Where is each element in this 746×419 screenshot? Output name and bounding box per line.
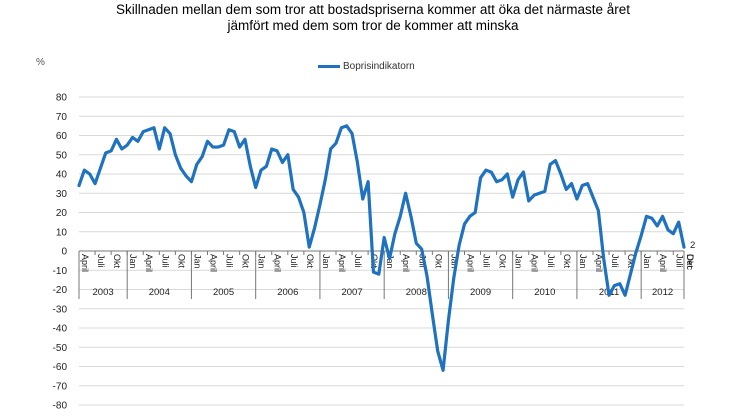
x-month-label: Jan [578, 254, 588, 269]
x-month-label: April [80, 254, 90, 272]
x-year-label: 2008 [406, 287, 427, 298]
y-tick-label: -30 [53, 304, 68, 315]
x-month-label: Jan [192, 254, 202, 269]
x-month-label: Juli [353, 254, 363, 268]
x-month-label: April [273, 254, 283, 272]
x-month-label: Okt [241, 254, 251, 269]
x-month-label: Jan [449, 254, 459, 269]
x-month-label: Juli [289, 254, 299, 268]
x-month-label: April [658, 254, 668, 272]
y-tick-label: 60 [56, 131, 68, 142]
x-month-label: Juli [546, 254, 556, 268]
x-month-label: Okt [626, 254, 636, 269]
y-tick-label: 0 [61, 247, 67, 258]
x-month-label: Jan [642, 254, 652, 269]
x-month-label: Okt [176, 254, 186, 269]
x-month-label: Jan [385, 254, 395, 269]
legend: Boprisindikatorn [318, 61, 415, 72]
x-year-label: 2003 [93, 287, 114, 298]
x-month-label: Okt [112, 254, 122, 269]
chart-title-line-1: Skillnaden mellan dem som tror att bosta… [116, 2, 630, 17]
y-tick-label: -80 [53, 401, 68, 412]
x-month-label: Juli [674, 254, 684, 268]
legend-swatch [318, 65, 340, 68]
series-line-boprisindikatorn [77, 124, 686, 372]
x-year-label: 2004 [149, 287, 170, 298]
y-tick-label: 40 [56, 170, 68, 181]
y-axis-unit: % [36, 57, 45, 68]
x-month-label: April [401, 254, 411, 272]
y-tick-label: 20 [56, 208, 68, 219]
x-month-label: Juli [225, 254, 235, 268]
x-month-label: Okt [433, 254, 443, 269]
x-month-label: Okt [685, 254, 695, 269]
x-year-label: 2005 [213, 287, 234, 298]
chart-title-line-2: jämfört med dem som tror de kommer att m… [227, 18, 519, 33]
y-tick-label: 50 [56, 150, 68, 161]
y-tick-label: -10 [53, 266, 68, 277]
x-month-label: Jan [321, 254, 331, 269]
x-month-label: Okt [562, 254, 572, 269]
x-month-label: April [594, 254, 604, 272]
x-year-label: 2007 [341, 287, 362, 298]
x-month-label: Juli [160, 254, 170, 268]
x-month-label: April [144, 254, 154, 272]
x-year-label: 2009 [470, 287, 491, 298]
x-year-label: 2010 [534, 287, 555, 298]
y-tick-label: 10 [56, 227, 68, 238]
y-tick-label: -20 [53, 285, 68, 296]
end-data-label: 2 [690, 240, 695, 251]
x-month-label: Juli [417, 254, 427, 268]
y-tick-label: 80 [56, 93, 68, 104]
y-tick-label: -50 [53, 343, 68, 354]
y-tick-label: -70 [53, 381, 68, 392]
x-month-label: Okt [498, 254, 508, 269]
x-month-label: Jan [514, 254, 524, 269]
y-tick-label: -40 [53, 324, 68, 335]
x-year-label: 2006 [277, 287, 298, 298]
x-month-label: Juli [96, 254, 106, 268]
x-year-label: 2012 [652, 287, 673, 298]
x-month-label: Juli [482, 254, 492, 268]
x-month-label: April [208, 254, 218, 272]
x-month-label: Okt [305, 254, 315, 269]
x-month-label: April [337, 254, 347, 272]
x-month-label: Jan [257, 254, 267, 269]
legend-label: Boprisindikatorn [343, 61, 415, 72]
y-tick-label: -60 [53, 362, 68, 373]
y-tick-label: 70 [56, 112, 68, 123]
x-month-label: April [465, 254, 475, 272]
x-month-label: Juli [610, 254, 620, 268]
x-month-label: April [530, 254, 540, 272]
y-tick-label: 30 [56, 189, 68, 200]
x-month-label: Jan [128, 254, 138, 269]
x-month-label: Dec [685, 254, 695, 271]
